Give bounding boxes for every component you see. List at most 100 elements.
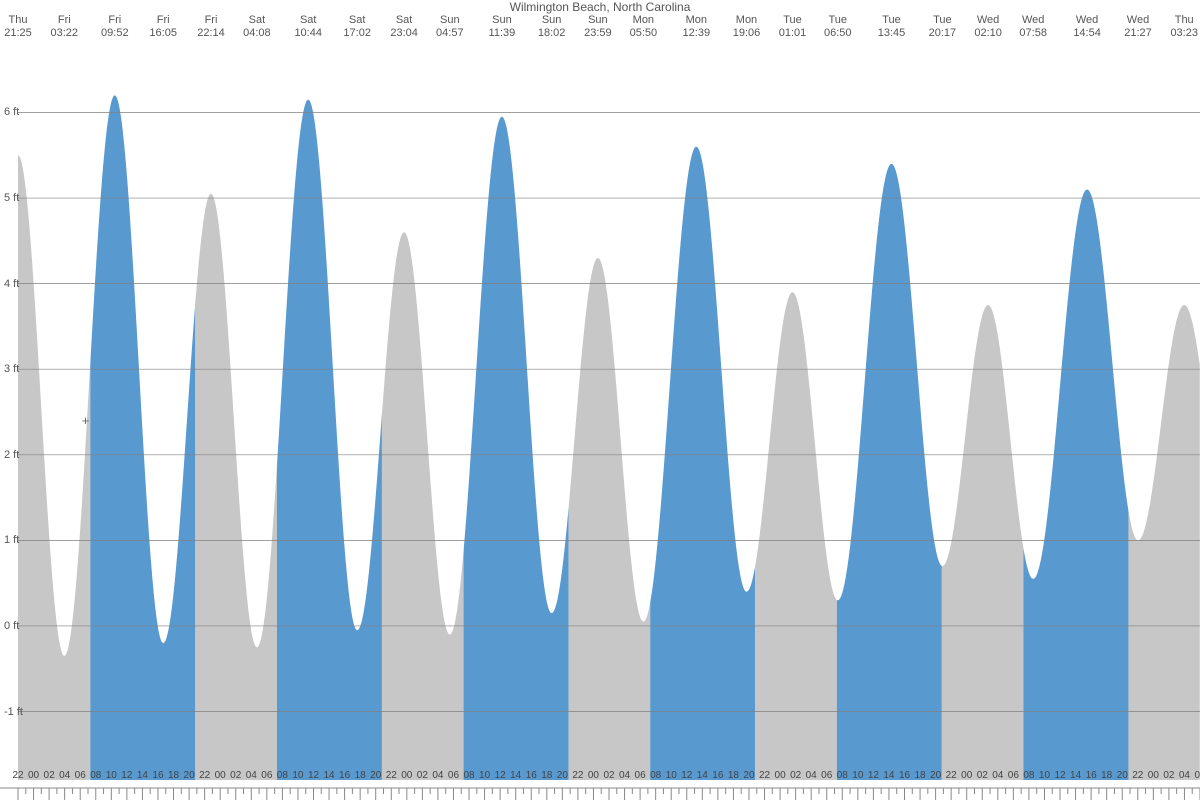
extreme-label: Fri22:14 (197, 14, 225, 40)
hour-label: 14 (697, 770, 708, 781)
hour-label: 02 (790, 770, 801, 781)
hour-label: 04 (1179, 770, 1190, 781)
hour-label: 10 (479, 770, 490, 781)
hour-label: 06 (821, 770, 832, 781)
hour-label: 02 (230, 770, 241, 781)
extreme-label: Sun23:59 (584, 14, 612, 40)
extreme-label: Sat17:02 (343, 14, 371, 40)
hour-label: 08 (277, 770, 288, 781)
extreme-label: Wed02:10 (974, 14, 1002, 40)
hour-label: 00 (775, 770, 786, 781)
extreme-label: Sat10:44 (294, 14, 322, 40)
hour-label: 00 (588, 770, 599, 781)
hour-label: 22 (946, 770, 957, 781)
hour-label: 14 (1070, 770, 1081, 781)
hour-label: 18 (914, 770, 925, 781)
hour-label: 00 (961, 770, 972, 781)
hour-label: 00 (215, 770, 226, 781)
hour-label: 18 (355, 770, 366, 781)
hour-label: 14 (883, 770, 894, 781)
extreme-label: Wed21:27 (1124, 14, 1152, 40)
hour-label: 04 (992, 770, 1003, 781)
hour-label: 18 (541, 770, 552, 781)
hour-label: 16 (339, 770, 350, 781)
y-tick-label: 4 ft (4, 278, 19, 290)
hour-label: 08 (837, 770, 848, 781)
extreme-label: Mon19:06 (733, 14, 761, 40)
hour-label: 18 (1101, 770, 1112, 781)
hour-label: 12 (681, 770, 692, 781)
y-tick-label: 0 ft (4, 620, 19, 632)
hour-label: 06 (635, 770, 646, 781)
hour-label: 00 (28, 770, 39, 781)
hour-label: 10 (666, 770, 677, 781)
hour-label: 14 (323, 770, 334, 781)
hour-label: 16 (1086, 770, 1097, 781)
hour-label: 18 (728, 770, 739, 781)
hour-label: 00 (401, 770, 412, 781)
hour-label: 04 (59, 770, 70, 781)
svg-text:+: + (82, 413, 90, 428)
hour-label: 20 (1117, 770, 1128, 781)
extreme-label: Tue20:17 (929, 14, 957, 40)
hour-label: 02 (44, 770, 55, 781)
hour-label: 20 (743, 770, 754, 781)
extreme-label: Fri03:22 (51, 14, 79, 40)
hour-label: 08 (1023, 770, 1034, 781)
y-tick-label: 2 ft (4, 449, 19, 461)
hour-label: 06 (75, 770, 86, 781)
extreme-label: Thu03:23 (1170, 14, 1198, 40)
extreme-label: Wed14:54 (1073, 14, 1101, 40)
hour-label: 22 (386, 770, 397, 781)
extreme-time-labels: Thu21:25Fri03:22Fri09:52Fri16:05Fri22:14… (0, 14, 1200, 42)
hour-label: 08 (90, 770, 101, 781)
hour-label: 02 (977, 770, 988, 781)
hour-label: 12 (868, 770, 879, 781)
hour-label: 14 (510, 770, 521, 781)
hour-label: 22 (12, 770, 23, 781)
hour-label: 10 (106, 770, 117, 781)
extreme-label: Tue13:45 (878, 14, 906, 40)
hour-label: 18 (168, 770, 179, 781)
chart-title: Wilmington Beach, North Carolina (0, 0, 1200, 14)
hour-label: 06 (1194, 770, 1200, 781)
hour-label: 04 (806, 770, 817, 781)
y-tick-label: 3 ft (4, 363, 19, 375)
y-tick-label: -1 ft (4, 706, 23, 718)
tide-chart: Wilmington Beach, North Carolina Thu21:2… (0, 0, 1200, 800)
extreme-label: Sun04:57 (436, 14, 464, 40)
hour-label: 16 (899, 770, 910, 781)
hour-label: 04 (432, 770, 443, 781)
hour-label: 12 (121, 770, 132, 781)
hour-label: 04 (619, 770, 630, 781)
chart-svg: + (0, 0, 1200, 800)
hour-label: 10 (1039, 770, 1050, 781)
hour-label: 02 (603, 770, 614, 781)
extreme-label: Sun18:02 (538, 14, 566, 40)
hour-label: 20 (370, 770, 381, 781)
hour-label: 02 (417, 770, 428, 781)
hour-label: 16 (526, 770, 537, 781)
hour-label: 22 (572, 770, 583, 781)
hour-label: 02 (1163, 770, 1174, 781)
hour-label: 22 (1132, 770, 1143, 781)
y-tick-label: 5 ft (4, 192, 19, 204)
hour-label: 12 (308, 770, 319, 781)
hour-label: 04 (246, 770, 257, 781)
extreme-label: Thu21:25 (4, 14, 32, 40)
hour-label: 16 (712, 770, 723, 781)
hour-label: 20 (930, 770, 941, 781)
hour-label: 20 (557, 770, 568, 781)
hour-label: 14 (137, 770, 148, 781)
y-tick-label: 6 ft (4, 106, 19, 118)
hour-label: 10 (852, 770, 863, 781)
hour-label: 06 (261, 770, 272, 781)
extreme-label: Fri09:52 (101, 14, 129, 40)
y-tick-label: 1 ft (4, 534, 19, 546)
hour-label: 08 (463, 770, 474, 781)
hour-label: 08 (650, 770, 661, 781)
extreme-label: Tue01:01 (779, 14, 807, 40)
hour-label: 22 (199, 770, 210, 781)
extreme-label: Sat04:08 (243, 14, 271, 40)
extreme-label: Sat23:04 (390, 14, 418, 40)
